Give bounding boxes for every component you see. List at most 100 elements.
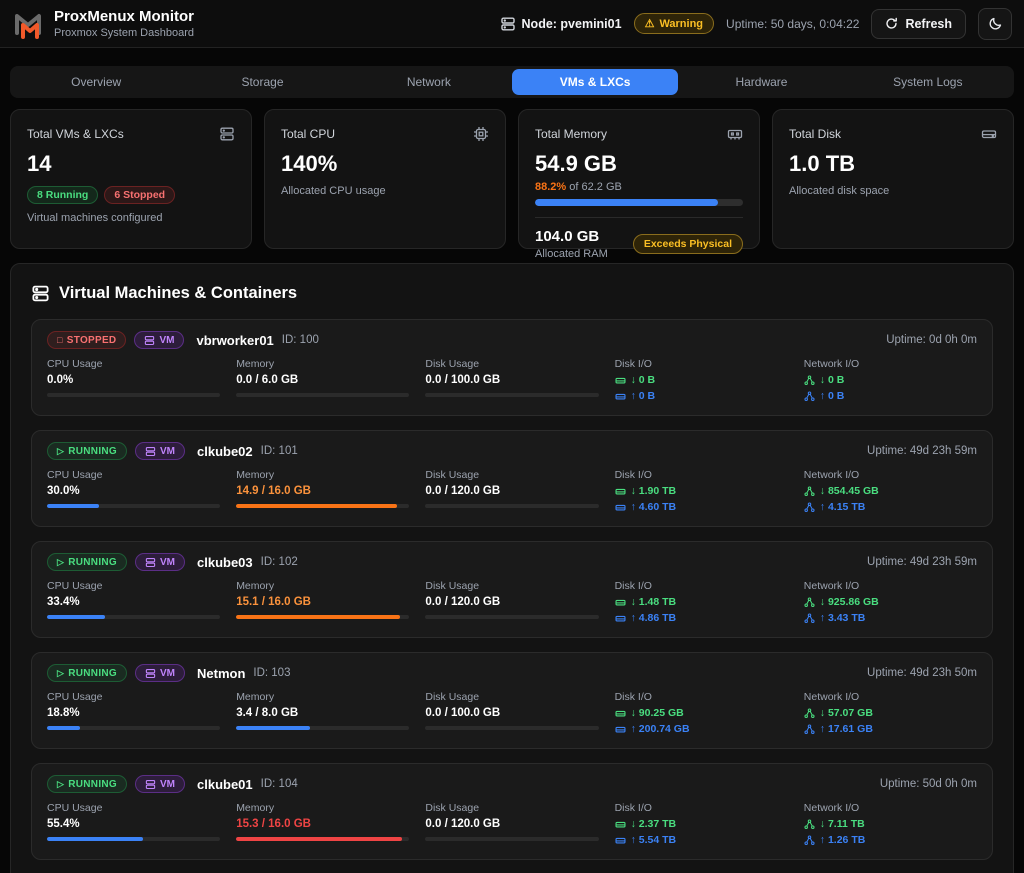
total-memory-card: Total Memory 54.9 GB 88.2% of 62.2 GB 10… xyxy=(518,109,760,260)
disk-usage-value: 0.0 / 100.0 GB xyxy=(425,707,501,719)
memory-bar-fill xyxy=(236,726,310,730)
network-icon xyxy=(804,501,815,512)
status-icon xyxy=(57,779,64,790)
vm-uptime: Uptime: 0d 0h 0m xyxy=(886,334,977,346)
network-io-col: Network I/O ↓ 0 B ↑ 0 B xyxy=(804,358,977,402)
running-count-badge: 8 Running xyxy=(27,186,99,204)
vm-type-badge: VM xyxy=(135,553,185,571)
total-disk-title: Total Disk xyxy=(789,127,842,141)
disk-io-write-line: ↑ 4.60 TB xyxy=(615,501,788,513)
vm-type-badge: VM xyxy=(135,775,185,793)
proxmenux-logo-icon xyxy=(15,13,41,39)
disk-io-col: Disk I/O ↓ 2.37 TB ↑ 5.54 TB xyxy=(615,802,788,846)
network-icon xyxy=(804,596,815,607)
moon-icon xyxy=(989,17,1001,30)
memory-col: Memory 14.9 / 16.0 GB xyxy=(236,469,410,513)
vm-row[interactable]: RUNNING VM clkube02 ID: 101 Uptime: 49d … xyxy=(31,430,993,527)
status-label: STOPPED xyxy=(66,334,117,346)
cpu-usage-value: 18.8% xyxy=(47,707,80,719)
vm-name: vbrworker01 xyxy=(196,332,274,348)
network-io-rx-value: ↓ 925.86 GB xyxy=(819,596,879,608)
cpu-bar-track xyxy=(47,726,221,730)
vm-section: Virtual Machines & Containers STOPPED VM… xyxy=(10,263,1014,873)
theme-toggle-button[interactable] xyxy=(978,7,1012,40)
total-disk-caption: Allocated disk space xyxy=(789,185,890,197)
vm-row[interactable]: STOPPED VM vbrworker01 ID: 100 Uptime: 0… xyxy=(31,319,993,416)
vm-type-badge: VM xyxy=(135,664,185,682)
vm-row[interactable]: RUNNING VM Netmon ID: 103 Uptime: 49d 23… xyxy=(31,652,993,749)
memory-value: 15.3 / 16.0 GB xyxy=(236,818,311,830)
tab-system-logs[interactable]: System Logs xyxy=(893,75,963,89)
total-disk-value: 1.0 TB xyxy=(789,151,856,176)
vm-name: clkube01 xyxy=(197,776,253,792)
vm-row[interactable]: RUNNING VM clkube01 ID: 104 Uptime: 50d … xyxy=(31,763,993,860)
network-io-col: Network I/O ↓ 57.07 GB ↑ 17.61 GB xyxy=(804,691,977,735)
cpu-usage-col: CPU Usage 55.4% xyxy=(47,802,221,846)
network-io-col: Network I/O ↓ 925.86 GB ↑ 3.43 TB xyxy=(804,580,977,624)
tab-bar: Overview Storage Network VMs & LXCs Hard… xyxy=(10,66,1014,98)
hard-drive-icon xyxy=(615,377,626,383)
memory-bar-fill xyxy=(236,837,402,841)
status-label: RUNNING xyxy=(68,556,117,568)
vm-uptime: Uptime: 49d 23h 59m xyxy=(867,445,977,457)
cpu-icon xyxy=(474,127,488,141)
server-icon xyxy=(145,446,156,456)
disk-usage-label: Disk Usage xyxy=(425,580,480,592)
vm-section-title: Virtual Machines & Containers xyxy=(59,284,298,302)
network-io-tx-line: ↑ 3.43 TB xyxy=(804,612,977,624)
network-io-tx-value: ↑ 17.61 GB xyxy=(819,723,873,735)
cpu-bar-fill xyxy=(47,726,80,730)
cpu-bar-track xyxy=(47,393,221,397)
network-io-tx-value: ↑ 0 B xyxy=(819,390,845,402)
vm-status-badge: RUNNING xyxy=(47,442,127,460)
cpu-usage-label: CPU Usage xyxy=(47,358,103,370)
memory-bar-track xyxy=(236,393,410,397)
disk-io-read-value: ↓ 1.90 TB xyxy=(630,485,677,497)
vm-row[interactable]: RUNNING VM clkube03 ID: 102 Uptime: 49d … xyxy=(31,541,993,638)
cpu-usage-label: CPU Usage xyxy=(47,802,103,814)
total-vms-value: 14 xyxy=(27,151,52,176)
disk-io-col: Disk I/O ↓ 1.90 TB ↑ 4.60 TB xyxy=(615,469,788,513)
disk-io-read-value: ↓ 1.48 TB xyxy=(630,596,677,608)
type-label: VM xyxy=(160,556,175,568)
refresh-button[interactable]: Refresh xyxy=(871,8,966,39)
tab-overview[interactable]: Overview xyxy=(71,75,122,89)
type-label: VM xyxy=(160,445,175,457)
tab-storage[interactable]: Storage xyxy=(241,75,284,89)
stopped-count-badge: 6 Stopped xyxy=(104,186,176,204)
cpu-usage-col: CPU Usage 33.4% xyxy=(47,580,221,624)
cpu-usage-value: 55.4% xyxy=(47,818,80,830)
memory-label: Memory xyxy=(236,802,275,814)
tab-vms-lxcs[interactable]: VMs & LXCs xyxy=(511,69,679,95)
tab-network[interactable]: Network xyxy=(406,75,451,89)
network-io-tx-value: ↑ 1.26 TB xyxy=(819,834,866,846)
server-icon xyxy=(145,335,155,345)
allocated-ram-caption: Allocated RAM xyxy=(535,248,608,260)
disk-io-write-value: ↑ 4.86 TB xyxy=(630,612,677,624)
network-io-tx-line: ↑ 1.26 TB xyxy=(804,834,977,846)
cpu-bar-track xyxy=(47,837,221,841)
memory-of-total: of 62.2 GB xyxy=(569,181,622,193)
disk-io-read-value: ↓ 2.37 TB xyxy=(630,818,677,830)
total-vms-caption: Virtual machines configured xyxy=(27,212,163,224)
disk-usage-col: Disk Usage 0.0 / 120.0 GB xyxy=(425,802,599,846)
total-cpu-caption: Allocated CPU usage xyxy=(281,185,386,197)
network-io-label: Network I/O xyxy=(803,802,860,814)
cpu-usage-col: CPU Usage 30.0% xyxy=(47,469,221,513)
memory-bar-track xyxy=(236,837,410,841)
network-io-label: Network I/O xyxy=(803,358,860,370)
disk-bar-track xyxy=(425,393,599,397)
cpu-bar-fill xyxy=(47,837,143,841)
vm-status-badge: RUNNING xyxy=(47,775,127,793)
network-icon xyxy=(804,707,815,718)
network-icon xyxy=(804,374,815,385)
type-label: VM xyxy=(159,334,175,346)
tab-hardware[interactable]: Hardware xyxy=(735,75,788,89)
disk-io-col: Disk I/O ↓ 90.25 GB ↑ 200.74 GB xyxy=(615,691,788,735)
status-icon xyxy=(57,668,64,679)
divider xyxy=(535,217,743,218)
cpu-usage-value: 0.0% xyxy=(47,374,74,386)
disk-usage-value: 0.0 / 120.0 GB xyxy=(425,596,501,608)
vm-id: ID: 101 xyxy=(260,445,298,457)
network-icon xyxy=(804,485,815,496)
